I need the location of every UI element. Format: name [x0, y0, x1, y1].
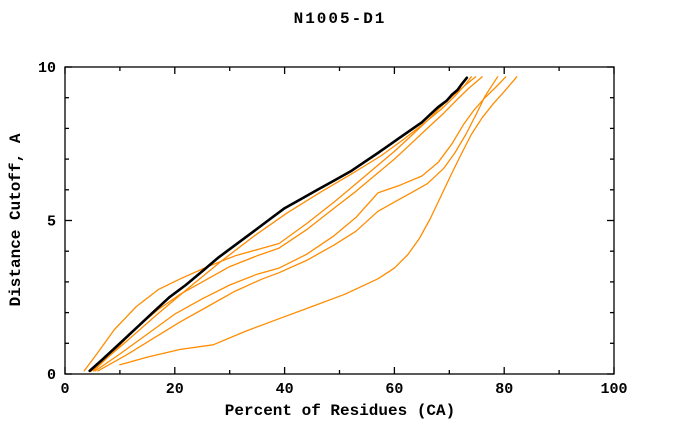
- y-axis-label: Distance Cutoff, A: [7, 133, 25, 306]
- plot-frame: [64, 66, 615, 375]
- tick-labels-layer: 0 20 40 60 80 100 0 5 10: [38, 60, 628, 398]
- y-tick-label: 10: [38, 60, 56, 77]
- axes-layer: [64, 66, 615, 375]
- x-tick-label: 20: [166, 381, 184, 398]
- x-tick-label: 100: [600, 381, 627, 398]
- curve-orange-curve-4: [94, 76, 507, 372]
- x-tick-label: 80: [495, 381, 513, 398]
- y-tick-label: 5: [47, 214, 56, 231]
- chart-title: N1005-D1: [294, 10, 387, 28]
- y-tick-label: 0: [47, 367, 56, 384]
- x-tick-label: 60: [385, 381, 403, 398]
- curve-black-curve: [88, 76, 469, 373]
- x-tick-label: 0: [60, 381, 69, 398]
- curves-layer: [83, 76, 518, 373]
- x-axis-label: Percent of Residues (CA): [225, 402, 455, 420]
- curve-orange-curve-1: [90, 76, 472, 372]
- curve-orange-curve-5: [97, 76, 499, 372]
- curve-orange-curve-2: [83, 76, 477, 372]
- x-tick-label: 40: [276, 381, 294, 398]
- curve-orange-curve-3: [92, 76, 483, 372]
- curve-orange-curve-6: [119, 76, 518, 366]
